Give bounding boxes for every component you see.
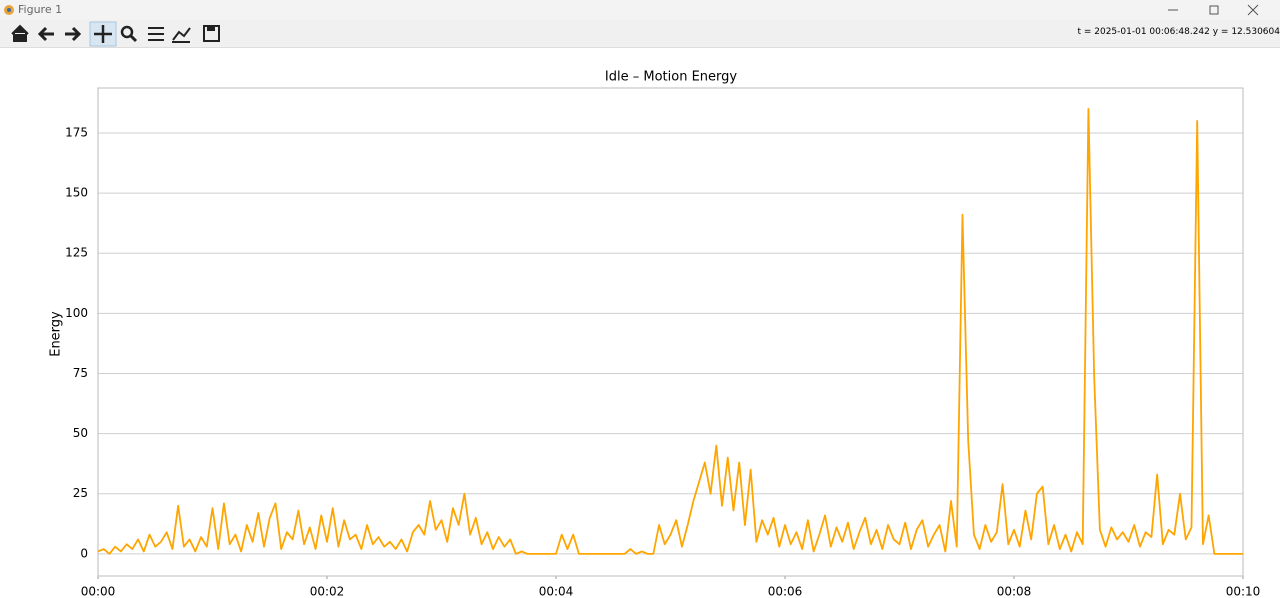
toolbar: t = 2025-01-01 00:06:48.242 y = 12.53060… [0, 20, 1280, 48]
data-line [97, 108, 1243, 555]
title-bar: Figure 1 [0, 0, 1280, 20]
y-tick-label: 150 [65, 186, 88, 200]
y-tick-label: 75 [73, 366, 88, 380]
window-controls[interactable] [1160, 0, 1280, 20]
y-axis-label: Energy [49, 311, 64, 357]
y-tick-label: 0 [80, 546, 88, 560]
x-tick-label: 00:00 [81, 585, 116, 598]
status-text: t = 2025-01-01 00:06:48.242 y = 12.53060… [1077, 27, 1280, 37]
plot-frame [97, 87, 1244, 577]
y-tick-label: 50 [73, 426, 88, 440]
app-icon [4, 5, 14, 15]
y-tick-label: 100 [65, 306, 88, 320]
y-tick-label: 125 [65, 246, 88, 260]
x-tick-label: 00:10 [1226, 585, 1261, 598]
chart: Idle – Motion Energy Energy 0 25 50 75 100 12… [49, 70, 1261, 598]
x-tick-label: 00:08 [997, 585, 1032, 598]
window-title: Figure 1 [18, 3, 63, 16]
y-tick-label: 25 [73, 486, 88, 500]
y-tick-label: 175 [65, 125, 88, 139]
chart-title: Idle – Motion Energy [605, 70, 737, 85]
x-tick-label: 00:06 [768, 585, 803, 598]
x-tick-label: 00:02 [310, 585, 345, 598]
toolbar-icons[interactable] [0, 20, 240, 47]
x-tick-label: 00:04 [539, 585, 574, 598]
